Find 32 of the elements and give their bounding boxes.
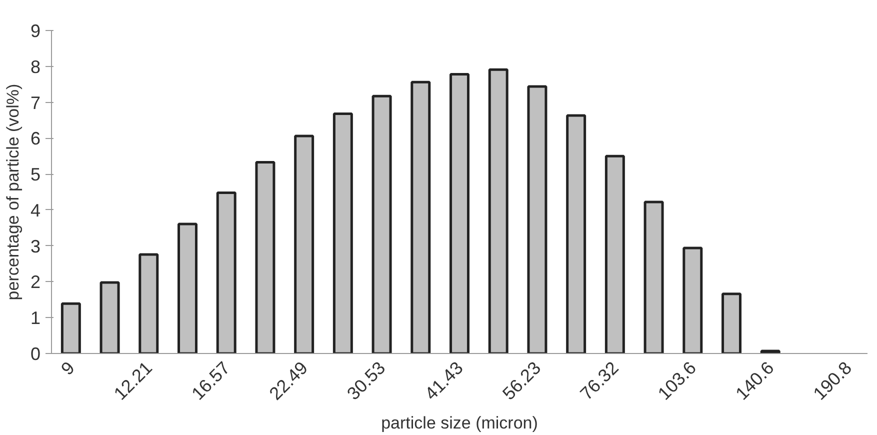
bar — [138, 253, 159, 354]
bar — [60, 302, 81, 354]
bar — [410, 80, 431, 354]
bar — [488, 68, 508, 354]
x-tick-label: 9 — [57, 358, 78, 380]
y-tick-label: 8 — [30, 56, 41, 77]
bar — [178, 222, 198, 354]
bar — [332, 112, 353, 354]
y-tick-label: 9 — [30, 21, 41, 41]
y-tick-label: 5 — [30, 164, 41, 185]
bar — [527, 85, 548, 354]
bar — [604, 154, 625, 354]
y-tick-label: 1 — [30, 308, 41, 328]
bar — [294, 134, 314, 354]
bar — [450, 73, 470, 354]
bar — [566, 114, 586, 354]
y-tick-label: 4 — [30, 200, 41, 220]
y-tick-label: 2 — [30, 272, 41, 292]
y-tick-label: 7 — [30, 92, 41, 113]
bar — [722, 292, 742, 354]
bar — [682, 246, 703, 354]
y-tick-label: 0 — [30, 344, 41, 364]
y-tick-label: 6 — [30, 128, 41, 149]
bar — [372, 94, 392, 354]
bar — [100, 281, 120, 354]
bar — [255, 160, 276, 354]
y-axis-title: percentage of particle (vol%) — [3, 84, 22, 300]
y-tick-label: 3 — [30, 236, 41, 256]
bar — [216, 191, 236, 354]
x-axis-title: particle size (micron) — [381, 414, 538, 433]
bar — [644, 200, 664, 354]
bar — [760, 350, 780, 354]
